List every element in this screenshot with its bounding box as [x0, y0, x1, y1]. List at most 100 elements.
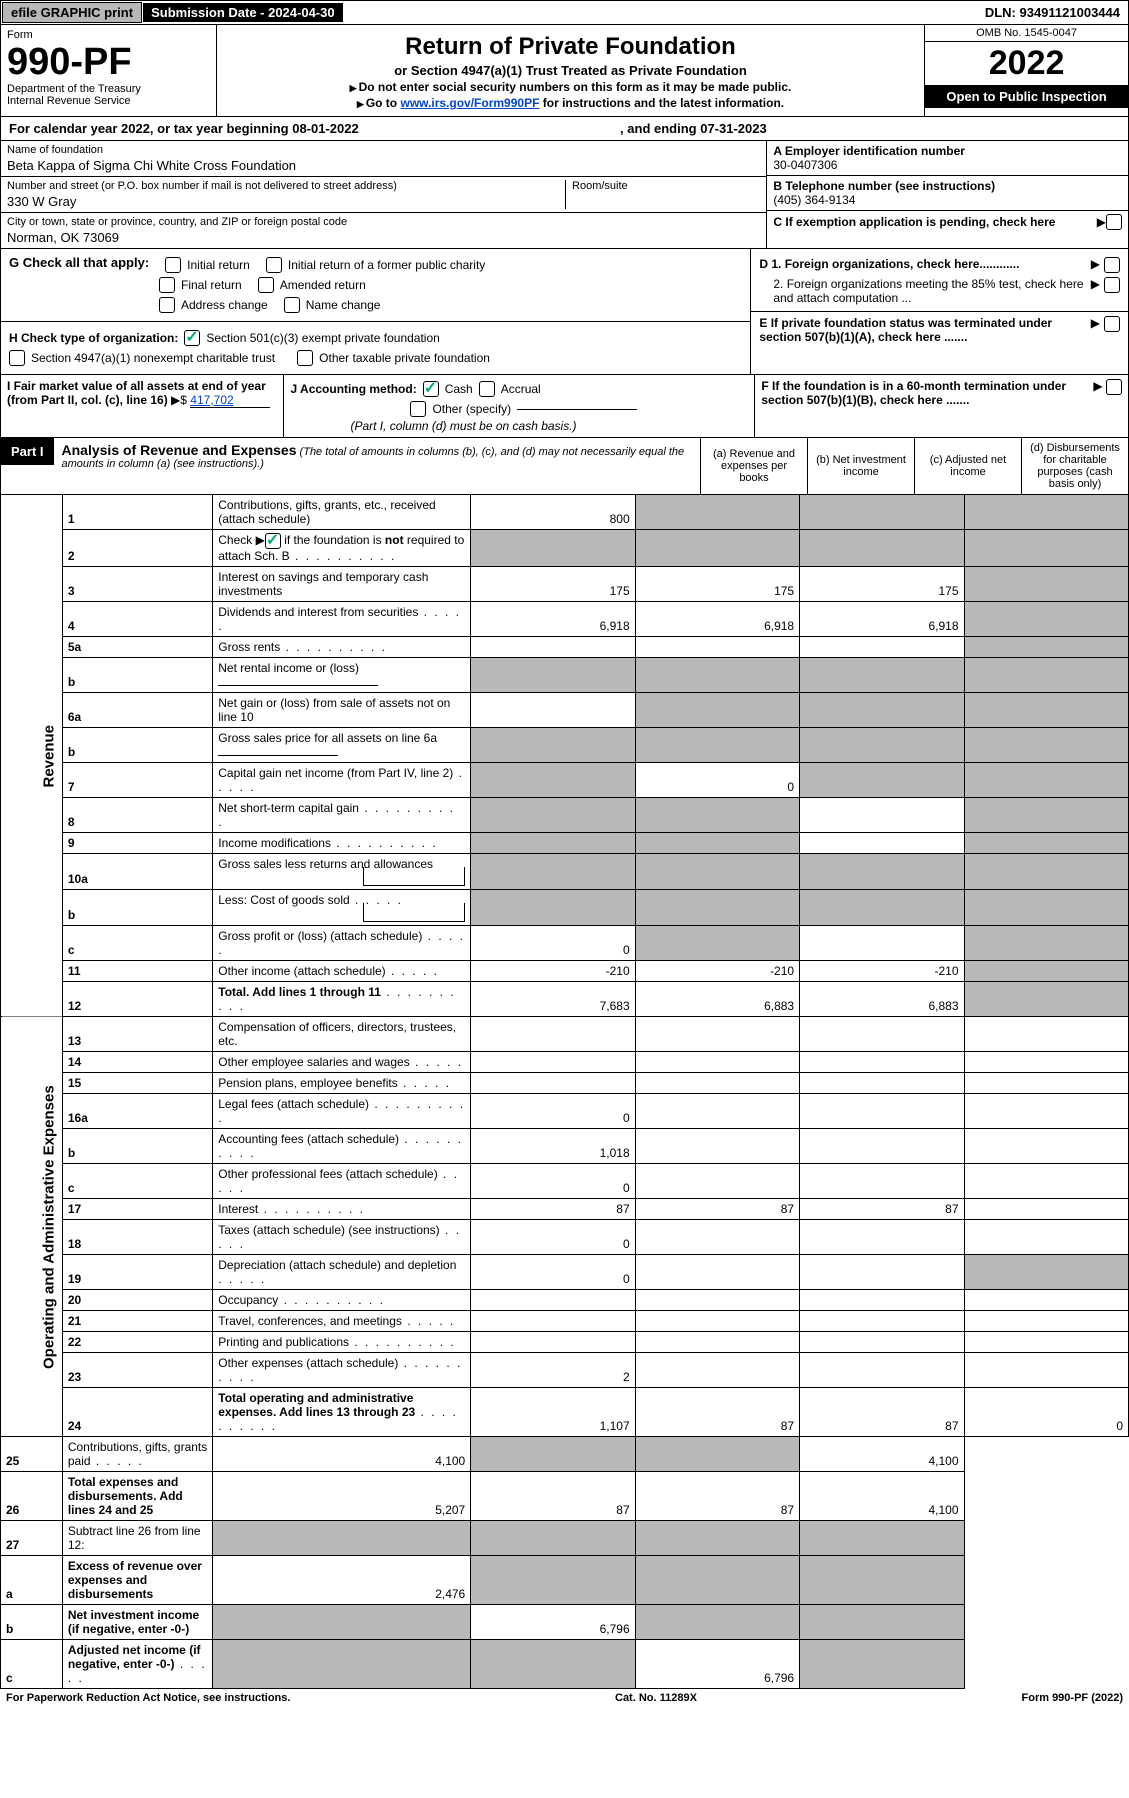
calendar-year-row: For calendar year 2022, or tax year begi… [0, 117, 1129, 141]
h-4947-checkbox[interactable] [9, 350, 25, 366]
form-ref: Form 990-PF (2022) [1022, 1692, 1124, 1704]
form990pf-link[interactable]: www.irs.gov/Form990PF [400, 96, 539, 110]
table-row: 5aGross rents [1, 637, 1129, 658]
table-row: 11Other income (attach schedule) -210-21… [1, 961, 1129, 982]
cat-no: Cat. No. 11289X [615, 1692, 697, 1704]
table-row: bNet rental income or (loss) [1, 658, 1129, 693]
table-row: Operating and Administrative Expenses 13… [1, 1017, 1129, 1052]
form-subtitle: or Section 4947(a)(1) Trust Treated as P… [225, 63, 916, 78]
table-row: 12Total. Add lines 1 through 11 7,6836,8… [1, 982, 1129, 1017]
arrow-icon: ▶ [256, 533, 265, 547]
table-row: Revenue 1Contributions, gifts, grants, e… [1, 495, 1129, 530]
table-row: 18Taxes (attach schedule) (see instructi… [1, 1220, 1129, 1255]
g-initial-return-checkbox[interactable] [165, 257, 181, 273]
h-other-taxable-checkbox[interactable] [297, 350, 313, 366]
table-row: 17Interest 878787 [1, 1199, 1129, 1220]
year-begin: For calendar year 2022, or tax year begi… [9, 121, 620, 136]
table-row: 8Net short-term capital gain [1, 798, 1129, 833]
part1-table: Revenue 1Contributions, gifts, grants, e… [0, 495, 1129, 1689]
section-g-d: G Check all that apply: Initial return I… [0, 249, 1129, 375]
g-label: G Check all that apply: [9, 255, 149, 270]
table-row: 3Interest on savings and temporary cash … [1, 567, 1129, 602]
city-row: City or town, state or province, country… [1, 213, 766, 248]
table-row: 10aGross sales less returns and allowanc… [1, 854, 1129, 890]
table-row: cOther professional fees (attach schedul… [1, 1164, 1129, 1199]
street-row: Number and street (or P.O. box number if… [1, 177, 766, 213]
arrow-icon: ▶ [1097, 215, 1106, 229]
g-final-return-checkbox[interactable] [159, 277, 175, 293]
submission-date: Submission Date - 2024-04-30 [143, 3, 343, 22]
j-note: (Part I, column (d) must be on cash basi… [290, 419, 748, 433]
table-row: 26Total expenses and disbursements. Add … [1, 1472, 1129, 1521]
arrow-icon: ▶ [1091, 316, 1100, 330]
table-row: 16aLegal fees (attach schedule) 0 [1, 1094, 1129, 1129]
arrow-icon: ▶ [1093, 379, 1102, 407]
j-block: J Accounting method: Cash Accrual Other … [284, 375, 755, 437]
year-end: , and ending 07-31-2023 [620, 121, 767, 136]
h-label: H Check type of organization: [9, 331, 178, 345]
col-c-head: (c) Adjusted net income [914, 438, 1021, 494]
schb-checkbox[interactable] [265, 533, 281, 549]
j-accrual-checkbox[interactable] [479, 381, 495, 397]
room-suite: Room/suite [565, 180, 760, 209]
table-row: aExcess of revenue over expenses and dis… [1, 1556, 1129, 1605]
part1-header: Part I Analysis of Revenue and Expenses … [0, 438, 1129, 495]
header-center: Return of Private Foundation or Section … [217, 25, 924, 116]
table-row: bGross sales price for all assets on lin… [1, 728, 1129, 763]
open-to-public: Open to Public Inspection [925, 85, 1128, 108]
foundation-name: Beta Kappa of Sigma Chi White Cross Foun… [7, 158, 760, 173]
instruction-line-1: Do not enter social security numbers on … [225, 80, 916, 94]
entity-left: Name of foundation Beta Kappa of Sigma C… [1, 141, 766, 248]
g-initial-former-checkbox[interactable] [266, 257, 282, 273]
table-row: 7Capital gain net income (from Part IV, … [1, 763, 1129, 798]
section-i-j-f: I Fair market value of all assets at end… [0, 375, 1129, 438]
arrow-icon: ▶ [171, 393, 180, 407]
table-row: 24Total operating and administrative exp… [1, 1388, 1129, 1437]
col-d-head: (d) Disbursements for charitable purpose… [1021, 438, 1128, 494]
table-row: 22Printing and publications [1, 1332, 1129, 1353]
phone-row: B Telephone number (see instructions) (4… [767, 176, 1128, 211]
form-number: 990-PF [7, 43, 210, 81]
j-cash-checkbox[interactable] [423, 381, 439, 397]
revenue-side-label: Revenue [1, 495, 63, 1017]
table-row: 19Depreciation (attach schedule) and dep… [1, 1255, 1129, 1290]
c-checkbox[interactable] [1106, 214, 1122, 230]
ein-value: 30-0407306 [773, 158, 1122, 172]
table-row: 21Travel, conferences, and meetings [1, 1311, 1129, 1332]
expenses-side-label: Operating and Administrative Expenses [1, 1017, 63, 1437]
table-row: bAccounting fees (attach schedule) 1,018 [1, 1129, 1129, 1164]
i-block: I Fair market value of all assets at end… [1, 375, 284, 437]
arrow-icon [357, 96, 366, 110]
dept-label: Department of the Treasury [7, 83, 210, 95]
form-title: Return of Private Foundation [225, 33, 916, 61]
name-row: Name of foundation Beta Kappa of Sigma C… [1, 141, 766, 177]
g-amended-return-checkbox[interactable] [258, 277, 274, 293]
g-address-change-checkbox[interactable] [159, 297, 175, 313]
e-checkbox[interactable] [1104, 316, 1120, 332]
street-address: 330 W Gray [7, 194, 565, 209]
form-label: Form [7, 29, 210, 41]
table-row: 2 Check ▶ if the foundation is not requi… [1, 530, 1129, 567]
j-other-checkbox[interactable] [410, 401, 426, 417]
arrow-icon: ▶ [1091, 277, 1100, 291]
g-name-change-checkbox[interactable] [284, 297, 300, 313]
table-row: bNet investment income (if negative, ent… [1, 1605, 1129, 1640]
table-row: bLess: Cost of goods sold [1, 890, 1129, 926]
dln: DLN: 93491121003444 [977, 3, 1128, 22]
instruction-line-2: Go to www.irs.gov/Form990PF for instruct… [225, 96, 916, 110]
d1-checkbox[interactable] [1104, 257, 1120, 273]
h-501c3-checkbox[interactable] [184, 330, 200, 346]
table-row: 20Occupancy [1, 1290, 1129, 1311]
table-row: 9Income modifications [1, 833, 1129, 854]
c-row: C If exemption application is pending, c… [767, 211, 1128, 233]
f-checkbox[interactable] [1106, 379, 1122, 395]
table-row: 25Contributions, gifts, grants paid 4,10… [1, 1437, 1129, 1472]
f-block: F If the foundation is in a 60-month ter… [755, 375, 1128, 437]
d2-checkbox[interactable] [1104, 277, 1120, 293]
entity-block: Name of foundation Beta Kappa of Sigma C… [0, 141, 1129, 249]
arrow-icon: ▶ [1091, 257, 1100, 271]
fmv-value[interactable]: 417,702 [190, 393, 270, 408]
form-header: Form 990-PF Department of the Treasury I… [0, 25, 1129, 117]
g-block: G Check all that apply: Initial return I… [1, 249, 751, 374]
table-row: cAdjusted net income (if negative, enter… [1, 1640, 1129, 1689]
